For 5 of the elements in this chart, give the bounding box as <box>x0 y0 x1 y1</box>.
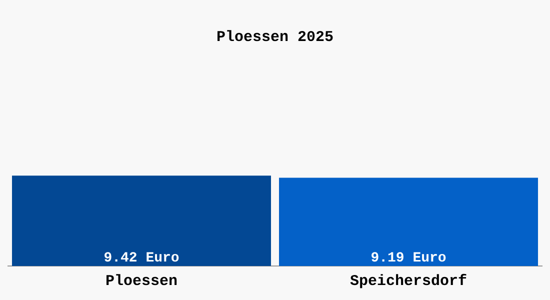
data-label: 9.19 Euro <box>370 250 446 267</box>
data-label: 9.42 Euro <box>104 250 180 267</box>
x-tick-label: Ploessen <box>105 272 178 290</box>
chart-title: Ploessen 2025 <box>216 28 334 46</box>
x-tick-label: Speichersdorf <box>350 272 468 290</box>
